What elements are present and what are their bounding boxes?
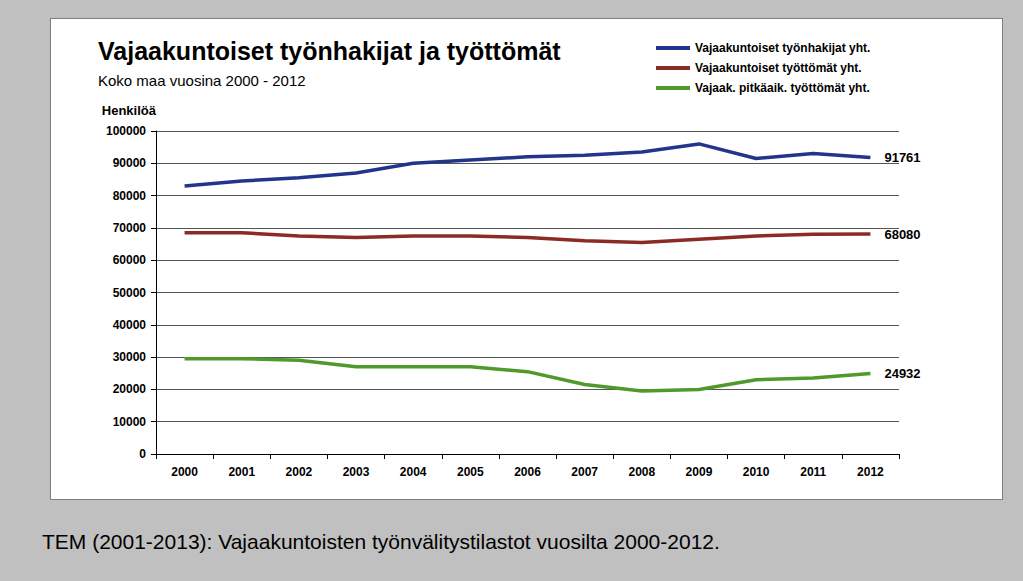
svg-text:2008: 2008 — [628, 465, 655, 479]
svg-text:2003: 2003 — [343, 465, 370, 479]
svg-text:68080: 68080 — [884, 227, 920, 242]
svg-text:Vajaakuntoiset työnhakijat yht: Vajaakuntoiset työnhakijat yht. — [695, 41, 870, 55]
svg-text:100000: 100000 — [106, 124, 146, 138]
svg-text:2011: 2011 — [800, 465, 826, 479]
svg-text:2001: 2001 — [228, 465, 255, 479]
svg-text:90000: 90000 — [113, 156, 147, 170]
svg-text:2006: 2006 — [514, 465, 541, 479]
svg-text:50000: 50000 — [113, 286, 147, 300]
svg-text:2009: 2009 — [686, 465, 713, 479]
html-text:TEM (2001-2013): Vajaakuntoist: TEM (2001-2013): Vajaakuntoisten työnväl… — [42, 530, 720, 553]
svg-text:2010: 2010 — [743, 465, 770, 479]
svg-text:30000: 30000 — [113, 350, 147, 364]
svg-text:24932: 24932 — [884, 366, 920, 381]
svg-text:60000: 60000 — [113, 253, 147, 267]
svg-text:2000: 2000 — [171, 465, 198, 479]
svg-text:Vajaak. pitkäaik. työttömät yh: Vajaak. pitkäaik. työttömät yht. — [695, 81, 870, 95]
svg-text:2005: 2005 — [457, 465, 484, 479]
svg-text:2004: 2004 — [400, 465, 427, 479]
svg-text:91761: 91761 — [884, 150, 920, 165]
svg-text:Henkilöä: Henkilöä — [102, 103, 157, 118]
svg-text:2002: 2002 — [286, 465, 313, 479]
svg-text:70000: 70000 — [113, 221, 147, 235]
svg-text:Vajaakuntoiset työnhakijat ja: Vajaakuntoiset työnhakijat ja työttömät — [98, 37, 561, 65]
svg-text:Koko maa vuosina 2000 - 2012: Koko maa vuosina 2000 - 2012 — [98, 72, 306, 89]
svg-text:20000: 20000 — [113, 382, 147, 396]
svg-text:0: 0 — [139, 447, 146, 461]
svg-text:80000: 80000 — [113, 189, 147, 203]
svg-text:10000: 10000 — [113, 415, 147, 429]
svg-text:2012: 2012 — [857, 465, 884, 479]
svg-text:Vajaakuntoiset työttömät yht.: Vajaakuntoiset työttömät yht. — [695, 61, 862, 75]
svg-text:2007: 2007 — [571, 465, 598, 479]
svg-text:40000: 40000 — [113, 318, 147, 332]
